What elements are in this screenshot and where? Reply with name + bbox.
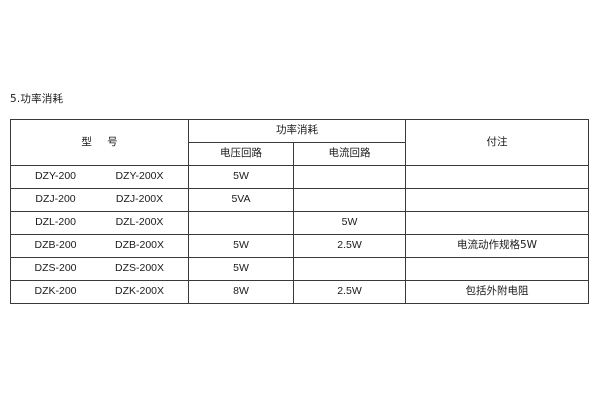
cell-note (405, 188, 589, 212)
header-row-secondary: 电压回路 电流回路 (11, 142, 589, 166)
table-row: DZY-200 DZY-200X 5W (10, 165, 589, 189)
model-code-variant: DZJ-200X (115, 193, 164, 206)
table-row: DZJ-200 DZJ-200X 5VA (10, 188, 589, 212)
model-code-variant: DZY-200X (115, 170, 164, 183)
table-row: DZK-200 DZK-200X 8W 2.5W 包括外附电阻 (10, 280, 589, 304)
model-code-variant: DZK-200X (114, 285, 165, 298)
column-header-model-label: 型 号 (81, 135, 124, 148)
cell-current-circuit (293, 257, 406, 281)
header-row-primary: 型 号 功率消耗 付注 (10, 119, 589, 166)
cell-note: 电流动作规格5W (405, 234, 589, 258)
cell-model: DZK-200 DZK-200X (10, 280, 189, 304)
column-header-voltage-circuit: 电压回路 (188, 142, 294, 166)
table-row: DZS-200 DZS-200X 5W (10, 257, 589, 281)
cell-voltage-circuit: 8W (188, 280, 294, 304)
table-row: DZL-200 DZL-200X 5W (10, 211, 589, 235)
model-code-variant: DZB-200X (114, 239, 165, 252)
cell-current-circuit (293, 188, 406, 212)
cell-model: DZL-200 DZL-200X (10, 211, 189, 235)
column-header-current-circuit: 电流回路 (293, 142, 406, 166)
cell-voltage-circuit (188, 211, 294, 235)
model-code-variant: DZS-200X (114, 262, 165, 275)
cell-current-circuit (293, 165, 406, 189)
model-code-primary: DZL-200 (35, 216, 76, 229)
model-code-primary: DZB-200 (34, 239, 77, 252)
power-consumption-table: 型 号 功率消耗 付注 电压回路 电流回路 DZY-200 DZY-200X 5… (10, 119, 589, 304)
model-code-primary: DZK-200 (34, 285, 77, 298)
table-body: DZY-200 DZY-200X 5W DZJ-200 DZJ-200X 5VA (10, 165, 589, 304)
section-title: 5.功率消耗 (10, 93, 64, 105)
cell-model: DZJ-200 DZJ-200X (10, 188, 189, 212)
model-code-primary: DZJ-200 (35, 193, 76, 206)
cell-voltage-circuit: 5W (188, 257, 294, 281)
table-header: 型 号 功率消耗 付注 电压回路 电流回路 (10, 119, 589, 166)
cell-voltage-circuit: 5W (188, 234, 294, 258)
column-header-power-group: 功率消耗 (188, 119, 406, 143)
cell-current-circuit: 2.5W (293, 280, 406, 304)
cell-voltage-circuit: 5W (188, 165, 294, 189)
column-header-note: 付注 (405, 119, 589, 166)
cell-note (405, 165, 589, 189)
cell-model: DZY-200 DZY-200X (10, 165, 189, 189)
cell-model: DZS-200 DZS-200X (10, 257, 189, 281)
cell-model: DZB-200 DZB-200X (10, 234, 189, 258)
cell-note (405, 257, 589, 281)
cell-voltage-circuit: 5VA (188, 188, 294, 212)
cell-current-circuit: 5W (293, 211, 406, 235)
cell-current-circuit: 2.5W (293, 234, 406, 258)
table-row: DZB-200 DZB-200X 5W 2.5W 电流动作规格5W (10, 234, 589, 258)
cell-note (405, 211, 589, 235)
model-code-primary: DZS-200 (34, 262, 77, 275)
model-code-primary: DZY-200 (34, 170, 77, 183)
column-header-model: 型 号 (10, 119, 189, 166)
cell-note: 包括外附电阻 (405, 280, 589, 304)
model-code-variant: DZL-200X (115, 216, 164, 229)
